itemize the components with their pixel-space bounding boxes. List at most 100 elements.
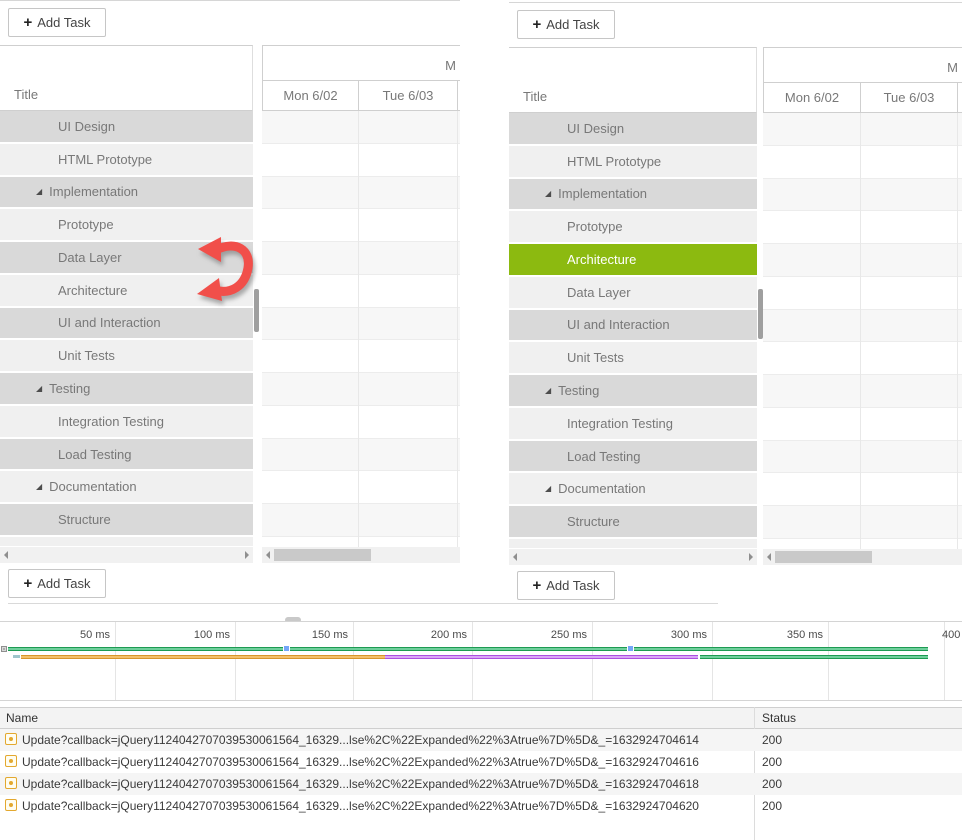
task-row-label: HTML Prototype <box>567 153 662 169</box>
task-row[interactable]: ◢ Testing <box>509 375 757 408</box>
timeline-grid <box>763 113 962 549</box>
timeline-row <box>763 342 962 376</box>
add-task-button[interactable]: + Add Task <box>8 8 106 37</box>
task-row[interactable]: ◢ Testing <box>0 373 253 406</box>
task-row-label: Structure <box>58 512 111 528</box>
collapse-triangle-icon[interactable]: ◢ <box>545 189 552 199</box>
task-row-label: Structure <box>567 514 620 530</box>
task-row[interactable]: ◢ HTML Prototype <box>509 145 757 179</box>
task-row-label: Data Layer <box>58 249 122 265</box>
task-row[interactable]: ◢ Structure <box>0 504 253 537</box>
task-row[interactable]: ◢ Implementation <box>509 178 757 212</box>
title-header-label: Title <box>523 89 548 104</box>
task-row-label: UI Design <box>567 120 625 136</box>
hscrollbar-thumb[interactable] <box>775 551 872 563</box>
day-header-mon: Mon 6/02 <box>263 81 359 110</box>
network-request-row[interactable]: Update?callback=jQuery112404270703953006… <box>0 751 962 773</box>
timeline-row <box>763 145 962 179</box>
task-row[interactable]: ◢ Load Testing <box>0 438 253 472</box>
script-file-icon <box>5 755 17 767</box>
task-row-label: Architecture <box>58 282 128 298</box>
task-row[interactable]: ◢ Prototype <box>509 211 757 245</box>
timeline-pane: M Mon 6/02 Tue 6/03 <box>763 47 962 549</box>
ruler-tick-label: 200 ms <box>430 629 467 641</box>
ruler-gridline <box>115 622 116 700</box>
ruler-gridline <box>592 622 593 700</box>
ruler-tick-label: 400 ms <box>942 629 962 641</box>
task-row-label: Unit Tests <box>567 350 624 366</box>
task-row[interactable]: ◢ Integration Testing <box>0 405 253 439</box>
task-row[interactable]: ◢ Data Layer <box>509 276 757 310</box>
overview-scrollbar-thumb[interactable] <box>285 617 301 623</box>
collapse-triangle-icon[interactable]: ◢ <box>36 384 43 393</box>
tasklist-hscrollbar[interactable] <box>509 549 757 565</box>
hscrollbar-thumb[interactable] <box>274 549 371 561</box>
day-headers: Mon 6/02 Tue 6/03 <box>763 83 962 113</box>
task-row[interactable]: ◢ Unit Tests <box>0 340 253 374</box>
timeline-gridline <box>358 111 359 547</box>
timeline-row <box>262 405 460 439</box>
task-row-label: Architecture <box>567 251 637 267</box>
timeline-row <box>763 244 962 277</box>
timeline-hscrollbar[interactable] <box>262 547 460 563</box>
task-row[interactable]: ◢ Load Testing <box>509 440 757 474</box>
scroll-left-icon[interactable] <box>513 553 517 561</box>
timeline-row <box>763 473 962 507</box>
task-row[interactable]: ◢ Structure <box>509 506 757 539</box>
ruler-gridline <box>712 622 713 700</box>
timeline-grid <box>262 111 460 547</box>
collapse-triangle-icon[interactable]: ◢ <box>545 484 552 494</box>
task-row[interactable]: ◢ UI and Interaction <box>0 307 253 341</box>
vertical-scrollbar-thumb[interactable] <box>254 289 259 332</box>
timeline-row <box>262 438 460 472</box>
status-column-header: Status <box>762 711 797 725</box>
task-row[interactable]: ◢ Implementation <box>0 176 253 210</box>
day-header-mon: Mon 6/02 <box>764 83 861 112</box>
timeline-row <box>763 440 962 474</box>
tasklist-hscrollbar[interactable] <box>0 547 253 563</box>
task-row-label: UI and Interaction <box>58 315 161 331</box>
vertical-scrollbar-thumb[interactable] <box>758 289 763 339</box>
overview-bar-purple <box>385 655 698 659</box>
timeline-hscrollbar[interactable] <box>763 549 962 565</box>
task-list-pane: Title ◢ UI Design ◢ HTML Prototype ◢ Imp… <box>0 45 253 546</box>
timeline-row <box>763 309 962 343</box>
add-task-button[interactable]: + Add Task <box>517 571 615 600</box>
script-file-icon <box>5 799 17 811</box>
scroll-right-icon[interactable] <box>245 551 249 559</box>
plus-icon: + <box>532 16 542 33</box>
task-row[interactable]: ◢ UI Design <box>509 113 757 146</box>
task-row[interactable]: ◢ Architecture <box>509 244 757 277</box>
task-row[interactable]: ◢ Documentation <box>509 473 757 507</box>
ruler-tick-label: 50 ms <box>80 629 110 641</box>
task-row[interactable]: ◢ UI Design <box>0 111 253 144</box>
collapse-triangle-icon[interactable]: ◢ <box>545 386 552 395</box>
task-row[interactable]: ◢ Documentation <box>0 471 253 505</box>
overview-bar-green <box>290 647 627 651</box>
collapse-triangle-icon[interactable]: ◢ <box>36 482 43 492</box>
ruler-tick-label: 300 ms <box>670 629 707 641</box>
task-row[interactable]: ◢ Integration Testing <box>509 407 757 441</box>
task-list-pane: Title ◢ UI Design ◢ HTML Prototype ◢ Imp… <box>509 47 757 548</box>
add-task-button[interactable]: + Add Task <box>8 569 106 598</box>
ruler-tick-label: 250 ms <box>550 629 587 641</box>
scroll-left-icon[interactable] <box>767 553 771 561</box>
timeline-row <box>262 274 460 308</box>
task-row[interactable]: ◢ Unit Tests <box>509 342 757 376</box>
plus-icon: + <box>23 575 33 592</box>
ruler-gridline <box>472 622 473 700</box>
task-row[interactable]: ◢ HTML Prototype <box>0 143 253 177</box>
scroll-left-icon[interactable] <box>4 551 8 559</box>
task-row[interactable]: ◢ Prototype <box>0 209 253 243</box>
collapse-triangle-icon[interactable]: ◢ <box>36 187 43 197</box>
network-request-row[interactable]: Update?callback=jQuery112404270703953006… <box>0 795 962 817</box>
timeline-row <box>262 340 460 374</box>
network-request-row[interactable]: Update?callback=jQuery112404270703953006… <box>0 729 962 751</box>
task-row-label: Prototype <box>567 219 623 235</box>
scroll-left-icon[interactable] <box>266 551 270 559</box>
task-row[interactable]: ◢ UI and Interaction <box>509 309 757 343</box>
month-header-label: M <box>947 60 958 75</box>
scroll-right-icon[interactable] <box>749 553 753 561</box>
add-task-button[interactable]: + Add Task <box>517 10 615 39</box>
network-request-row[interactable]: Update?callback=jQuery112404270703953006… <box>0 773 962 795</box>
